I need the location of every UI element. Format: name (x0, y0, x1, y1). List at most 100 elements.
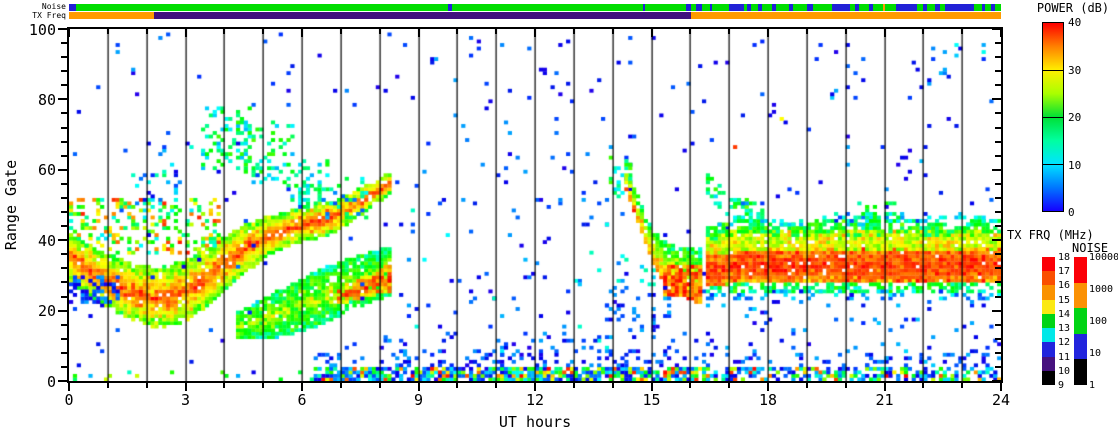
y-axis-tick (61, 112, 67, 115)
y-axis-tick (58, 98, 67, 101)
x-axis-tick (650, 383, 653, 391)
x-axis-tick (572, 383, 575, 388)
noise-strip-segment (896, 4, 918, 11)
txfrq-colorbar-segment (1042, 356, 1055, 371)
power-colorbar-tick-label: 0 (1068, 206, 1075, 219)
x-axis-tick (961, 383, 964, 388)
y-axis-tick (58, 309, 67, 312)
noise-strip-segment (923, 4, 928, 11)
txfreq-strip-segment (69, 12, 154, 19)
y-axis-tick-right (995, 196, 1001, 199)
txfrq-colorbar-title: TX FRQ (MHz) (1007, 228, 1094, 242)
x-axis-tick-top (534, 29, 536, 37)
x-axis-tick (495, 383, 498, 388)
y-axis-tick (61, 70, 67, 73)
x-axis-tick-top (145, 29, 148, 34)
x-axis-tick-label: 3 (180, 391, 191, 409)
x-axis-tick-top (650, 29, 653, 37)
y-axis-tick-label: 80 (37, 90, 56, 109)
noise-strip-segment (855, 4, 860, 11)
x-axis-tick (106, 383, 109, 388)
y-axis-tick-right (992, 380, 1001, 382)
x-axis-tick-top (844, 29, 847, 34)
noise-colorbar (1074, 257, 1087, 385)
x-axis-tick (883, 383, 886, 391)
y-axis-tick-right (992, 168, 1001, 171)
x-axis-tick (145, 383, 148, 388)
y-axis-tick (61, 323, 67, 326)
noise-colorbar-tick-label: 10 (1089, 348, 1102, 359)
noise-strip-segment (696, 4, 702, 11)
x-axis-tick (689, 383, 692, 388)
x-axis-tick-label: 15 (642, 391, 661, 409)
y-axis-tick-right (995, 337, 1001, 340)
y-axis-tick-label: 40 (37, 231, 56, 250)
x-axis-tick-top (262, 29, 265, 34)
noise-colorbar-segment (1074, 282, 1087, 309)
x-axis-tick-top (495, 29, 498, 34)
noise-strip-segment (448, 4, 452, 11)
noise-colorbar-tick-label: 1000 (1089, 284, 1114, 295)
x-axis-tick (456, 383, 459, 388)
y-axis-tick (61, 225, 67, 228)
y-axis-tick-label: 60 (37, 161, 56, 180)
x-axis-tick (1000, 383, 1002, 391)
noise-colorbar-title: NOISE (1072, 241, 1109, 255)
y-axis-tick-right (992, 239, 1001, 242)
txfrq-colorbar-segment (1042, 299, 1055, 314)
y-axis-tick (61, 295, 67, 298)
power-colorbar (1042, 22, 1064, 212)
txfreq-strip-segment (153, 12, 692, 19)
y-axis-tick (61, 337, 67, 340)
y-axis-tick-right (995, 182, 1001, 185)
txfreq-strip-segment (691, 12, 1001, 19)
noise-strip-segment (934, 4, 940, 11)
x-axis-tick (184, 383, 187, 391)
txfrq-colorbar-segment (1042, 313, 1055, 329)
noise-strip-segment (709, 4, 713, 11)
x-axis-tick-top (728, 29, 731, 34)
x-axis-tick-top (301, 29, 303, 37)
x-axis-tick (534, 383, 536, 391)
y-axis-tick-right (995, 295, 1001, 298)
y-axis-tick (61, 42, 67, 45)
y-axis-tick-right (992, 98, 1001, 101)
noise-strip-segment (686, 4, 692, 11)
x-axis-tick (223, 383, 226, 388)
x-axis-tick-top (883, 29, 886, 37)
txfrq-colorbar-tick-label: 9 (1058, 380, 1065, 391)
x-axis-tick (728, 383, 731, 388)
y-axis-tick-right (995, 140, 1001, 143)
y-axis-tick (61, 182, 67, 185)
x-axis-tick-label: 12 (525, 391, 545, 409)
txfrq-colorbar-segment (1042, 328, 1055, 343)
y-axis-tick-right (992, 28, 1001, 30)
y-axis-tick-right (995, 211, 1001, 214)
y-axis-tick-right (995, 281, 1001, 284)
x-axis-tick (767, 383, 769, 391)
noise-strip-segment (729, 4, 744, 11)
noise-strip-segment (981, 4, 986, 11)
power-colorbar-tick-label: 10 (1068, 158, 1082, 172)
y-axis-tick (61, 211, 67, 214)
noise-strip-base (69, 4, 1001, 11)
x-axis-tick-top (1000, 29, 1002, 37)
y-axis-tick-right (995, 126, 1001, 129)
txfrq-colorbar-tick-label: 14 (1058, 308, 1071, 320)
x-axis-tick (378, 383, 381, 388)
x-axis-tick-top (223, 29, 226, 34)
noise-status-strip (69, 4, 1001, 11)
noise-strip-segment (771, 4, 776, 11)
y-axis-tick (61, 267, 67, 270)
y-axis-tick-right (995, 70, 1001, 73)
noise-colorbar-segment (1074, 359, 1087, 385)
txfreq-strip-label: TX Freq (32, 10, 66, 20)
txfrq-colorbar-tick-label: 18 (1058, 252, 1071, 263)
y-axis-tick-right (995, 323, 1001, 326)
y-axis-tick (58, 28, 67, 30)
power-colorbar-tick-label: 40 (1068, 16, 1082, 29)
x-axis-tick-top (611, 29, 614, 34)
noise-strip-segment (746, 4, 751, 11)
txfrq-colorbar-tick-label: 10 (1058, 365, 1071, 377)
